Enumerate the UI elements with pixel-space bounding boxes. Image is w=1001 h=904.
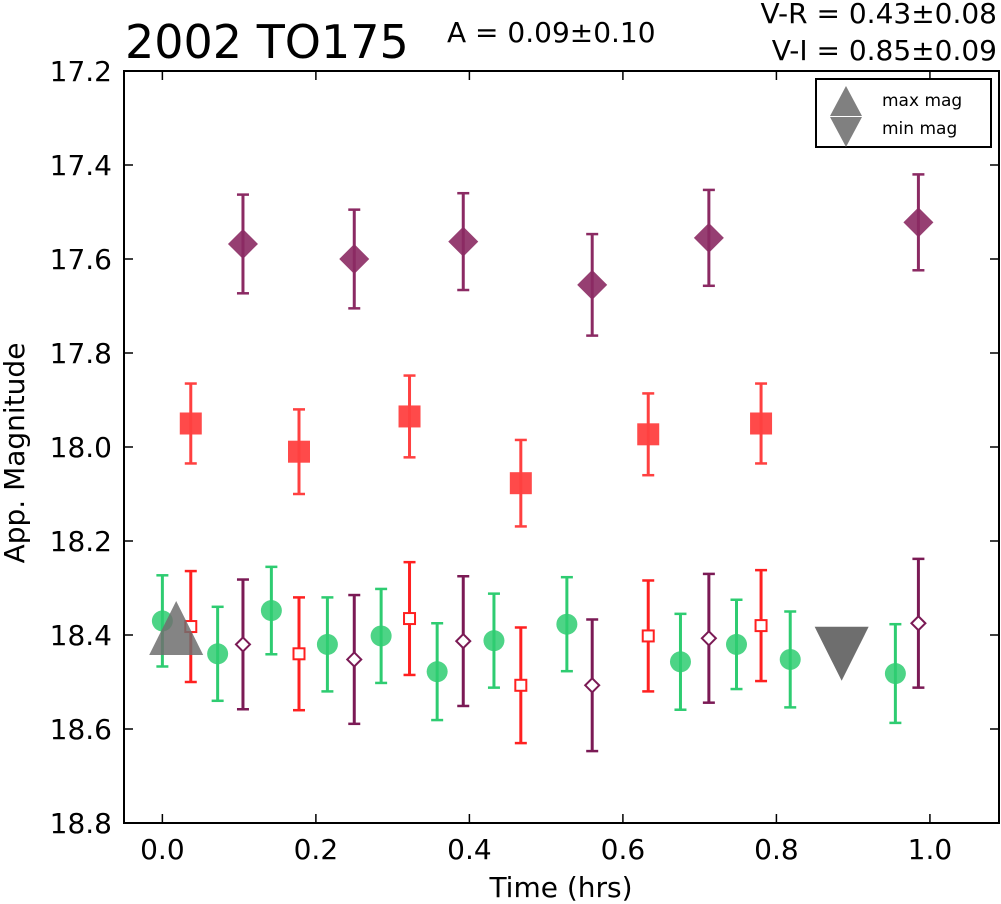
x-tick-label: 0.6 (601, 833, 646, 866)
y-tick-label: 17.2 (50, 55, 112, 88)
plot-frame (123, 70, 1000, 824)
extremum-markers (149, 600, 869, 681)
point-diamond-open (234, 635, 252, 653)
legend-max-mag-label: max mag (882, 91, 962, 111)
point-square-open (292, 647, 306, 661)
amplitude-label: A = 0.09±0.10 (447, 16, 656, 49)
y-tick-label: 17.4 (50, 149, 112, 182)
x-tick-label: 1.0 (908, 833, 953, 866)
point-diamond-open (909, 614, 927, 632)
point-square (750, 412, 773, 435)
point-diamond (448, 226, 479, 257)
point-circle (556, 613, 578, 635)
chart-title: 2002 TO175 (125, 15, 409, 69)
point-diamond-open (583, 676, 601, 694)
point-square-open (403, 612, 417, 626)
axis-ticks: 0.0 0.2 0.4 0.6 0.8 1.0 17.2 17.4 17.6 17.8 18.0 18… (50, 55, 999, 866)
x-tick-label: 0.8 (754, 833, 799, 866)
max-mag-marker (149, 600, 204, 655)
point-circle (426, 661, 448, 683)
point-circle (370, 625, 392, 647)
point-square-open (754, 619, 768, 633)
y-tick-label: 17.8 (50, 337, 112, 370)
legend-max-mag-marker (830, 86, 862, 116)
x-tick-label: 0.2 (294, 833, 339, 866)
legend: max mag min mag (815, 78, 992, 148)
point-square (509, 472, 532, 495)
point-diamond-open (700, 629, 718, 647)
point-circle (207, 643, 229, 665)
point-circle (884, 663, 906, 685)
point-square-open (641, 629, 655, 643)
vi-color-label: V-I = 0.85±0.09 (772, 34, 997, 67)
x-tick-label: 0.4 (447, 833, 492, 866)
point-diamond (693, 222, 724, 253)
y-tick-label: 18.4 (50, 619, 112, 652)
point-square (179, 412, 202, 435)
y-tick-label: 18.0 (50, 431, 112, 464)
y-tick-label: 18.2 (50, 525, 112, 558)
y-tick-label: 18.6 (50, 713, 112, 746)
point-square (637, 423, 660, 446)
vr-color-label: V-R = 0.43±0.08 (761, 0, 997, 30)
point-circle (260, 600, 282, 622)
y-tick-label: 18.8 (50, 807, 112, 840)
legend-min-mag-label: min mag (882, 119, 957, 139)
x-tick-label: 0.0 (140, 833, 185, 866)
point-circle (726, 633, 747, 655)
point-square-open (514, 678, 528, 692)
y-tick-label: 17.6 (50, 243, 112, 276)
point-square (398, 405, 421, 428)
point-circle (483, 630, 505, 652)
point-diamond-open (454, 632, 472, 650)
point-diamond (339, 244, 370, 274)
point-circle (779, 648, 801, 670)
point-diamond-open (345, 651, 363, 668)
legend-min-mag-marker (830, 117, 862, 147)
point-diamond (227, 228, 258, 259)
point-diamond (903, 207, 934, 238)
point-circle (316, 633, 338, 655)
x-axis-label: Time (hrs) (488, 871, 632, 904)
point-diamond (577, 269, 608, 300)
data-points (151, 207, 934, 694)
point-circle (669, 651, 691, 673)
y-axis-label: App. Magnitude (0, 343, 31, 564)
min-mag-marker (814, 626, 869, 681)
point-square (288, 440, 310, 463)
